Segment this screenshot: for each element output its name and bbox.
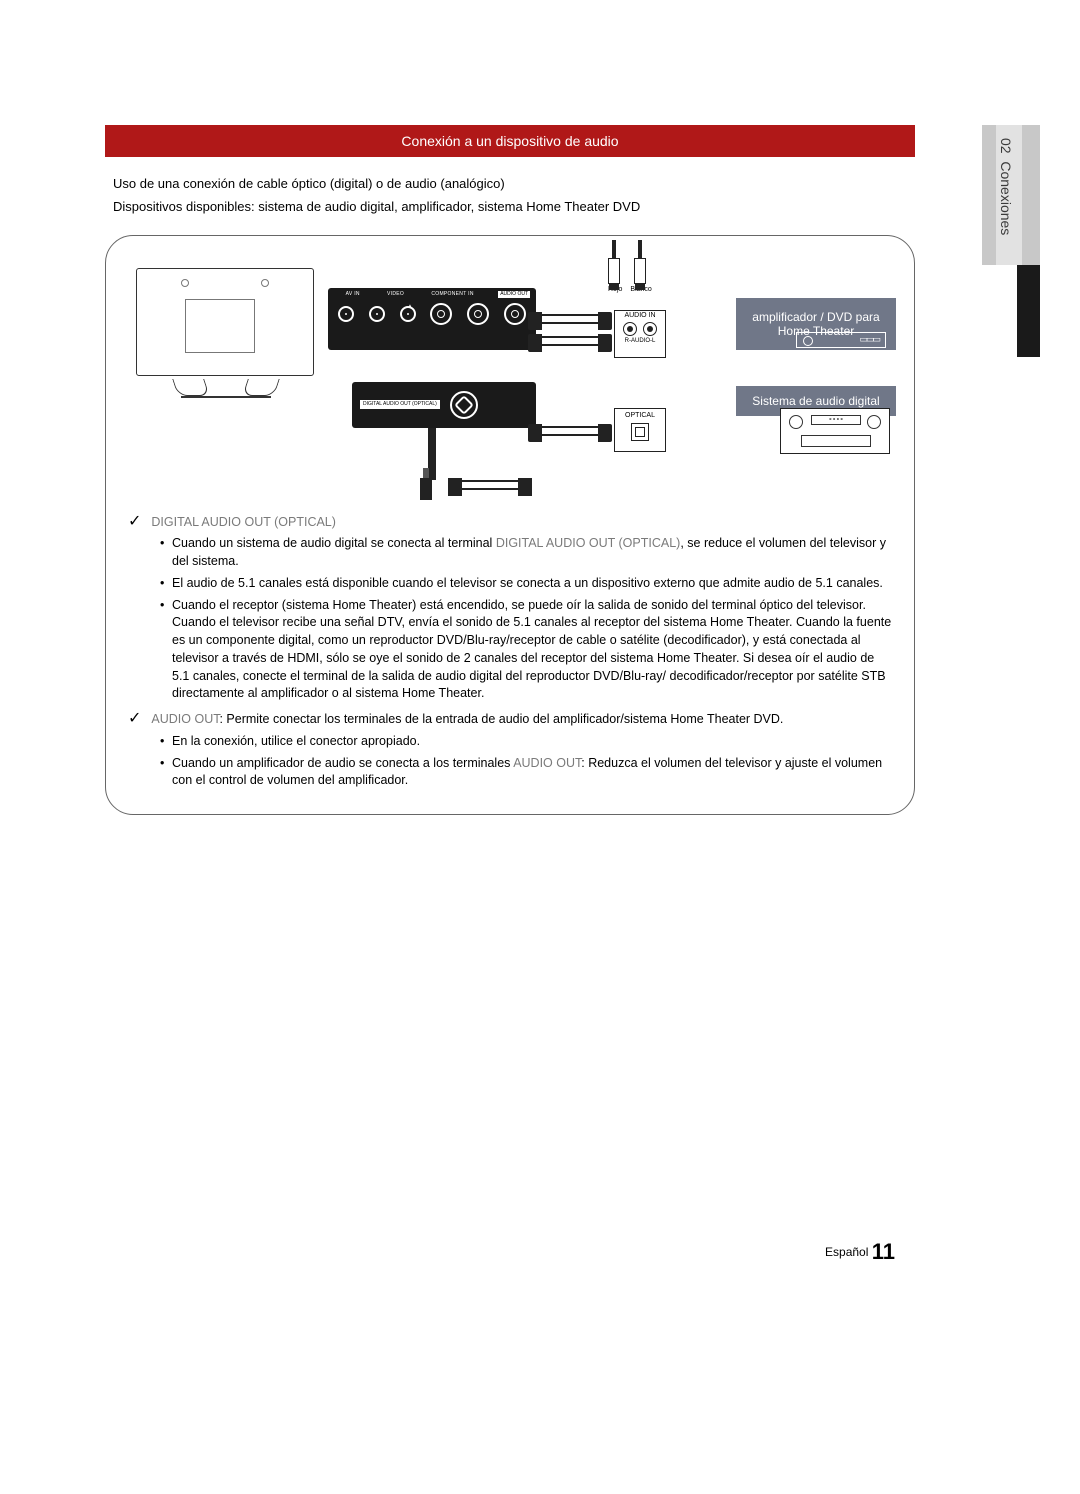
side-tab-dark [1017,265,1040,357]
check-icon: ✓ [128,711,141,729]
tv-drawing [136,268,316,398]
list-item: Cuando un amplificador de audio se conec… [160,755,892,791]
footer-lang: Español [825,1245,868,1259]
text: En la conexión, utilice el conector apro… [172,734,420,748]
panel-audio-out-label: AUDIO OUT [498,291,530,298]
optical-port-icon [631,423,649,441]
side-tab-text: 02 Conexiones [998,138,1014,235]
text: El audio de 5.1 canales está disponible … [172,576,883,590]
tv-screen [136,268,314,376]
jack-icon [430,303,452,325]
optical-panel-label: DIGITAL AUDIO OUT (OPTICAL) [360,400,440,410]
tv-panel-outline [185,299,255,353]
panel-jacks-row [328,297,536,331]
device-digital-label: Sistema de audio digital [752,394,879,408]
panel-label-video: VIDEO [387,291,404,297]
section-title: Conexión a un dispositivo de audio [401,133,618,149]
item-2-title: AUDIO OUT: Permite conectar los terminal… [151,711,783,729]
item-2-bullets: En la conexión, utilice el conector apro… [160,733,892,790]
tv-back-panel-optical: DIGITAL AUDIO OUT (OPTICAL) [352,382,536,428]
section-header: Conexión a un dispositivo de audio [105,125,915,157]
audio-cable-icon [542,336,598,346]
jack-icon [504,303,526,325]
jack-icon [369,306,385,322]
amplifier-unit-icon [796,332,886,348]
jack-icon [338,306,354,322]
diagram-body-text: ✓ DIGITAL AUDIO OUT (OPTICAL) Cuando un … [128,508,892,795]
port-optical-label: OPTICAL [615,409,665,419]
audio-cable-icon [542,314,598,324]
rca-jack-icon [643,322,657,336]
item-1-head: ✓ DIGITAL AUDIO OUT (OPTICAL) [128,514,892,532]
optical-cable-icon [542,426,598,436]
rca-jack-icon [623,322,637,336]
port-audio-in-label: AUDIO IN [615,311,665,319]
item-2-title-rest: : Permite conectar los terminales de la … [219,712,783,726]
item-1-bullets: Cuando un sistema de audio digital se co… [160,535,892,703]
item-1-title: DIGITAL AUDIO OUT (OPTICAL) [151,514,336,532]
port-optical: OPTICAL [614,408,666,452]
footer-page-number: 11 [872,1239,895,1264]
rca-plugs: Rojo Blanco [608,240,652,293]
check-icon: ✓ [128,514,141,532]
tv-stand [181,380,271,398]
page-footer: Español 11 [105,1239,905,1265]
optical-jack-icon [450,391,478,419]
item-2-title-gray: AUDIO OUT [151,712,219,726]
page-content: Conexión a un dispositivo de audio Uso d… [105,125,915,1225]
chapter-number: 02 [998,138,1014,154]
panel-label-avin: AV IN [346,291,360,297]
text: Cuando el receptor (sistema Home Theater… [172,598,891,701]
text: Cuando un sistema de audio digital se co… [172,536,496,550]
intro-line-1: Uso de una conexión de cable óptico (dig… [113,175,915,194]
rca-plug-white-icon [634,240,646,284]
port-audio-in: AUDIO IN R-AUDIO-L [614,310,666,358]
item-2-head: ✓ AUDIO OUT: Permite conectar los termin… [128,711,892,729]
port-audio-in-bottom-label: R-AUDIO-L [615,338,665,344]
device-amp-line1: amplificador / DVD para [740,310,892,324]
text-gray: DIGITAL AUDIO OUT (OPTICAL) [496,536,681,550]
text: Cuando un amplificador de audio se conec… [172,756,513,770]
list-item: El audio de 5.1 canales está disponible … [160,575,892,593]
jack-icon [400,306,416,322]
optical-cable-bottom-icon [462,480,518,490]
connection-diagram: AV IN VIDEO COMPONENT IN AUDIO AUDIO OUT… [105,235,915,815]
rca-plug-red-icon [608,240,620,284]
list-item: Cuando el receptor (sistema Home Theater… [160,597,892,704]
digital-audio-unit-icon: ∘∘∘∘ [780,408,890,454]
jack-icon [467,303,489,325]
tv-back-panel-top: AV IN VIDEO COMPONENT IN AUDIO AUDIO OUT… [328,288,536,350]
panel-label-component: COMPONENT IN [431,291,473,297]
intro-line-2: Dispositivos disponibles: sistema de aud… [113,198,915,217]
plug-icon [420,478,432,500]
optical-plugs-bottom [420,478,432,500]
audio-out-text: AUDIO OUT [500,291,528,297]
list-item: Cuando un sistema de audio digital se co… [160,535,892,571]
chapter-title: Conexiones [998,161,1014,235]
optical-cable-vertical-icon [428,428,436,480]
optical-panel-label-text: DIGITAL AUDIO OUT (OPTICAL) [363,401,437,407]
text-gray: AUDIO OUT [513,756,581,770]
list-item: En la conexión, utilice el conector apro… [160,733,892,751]
